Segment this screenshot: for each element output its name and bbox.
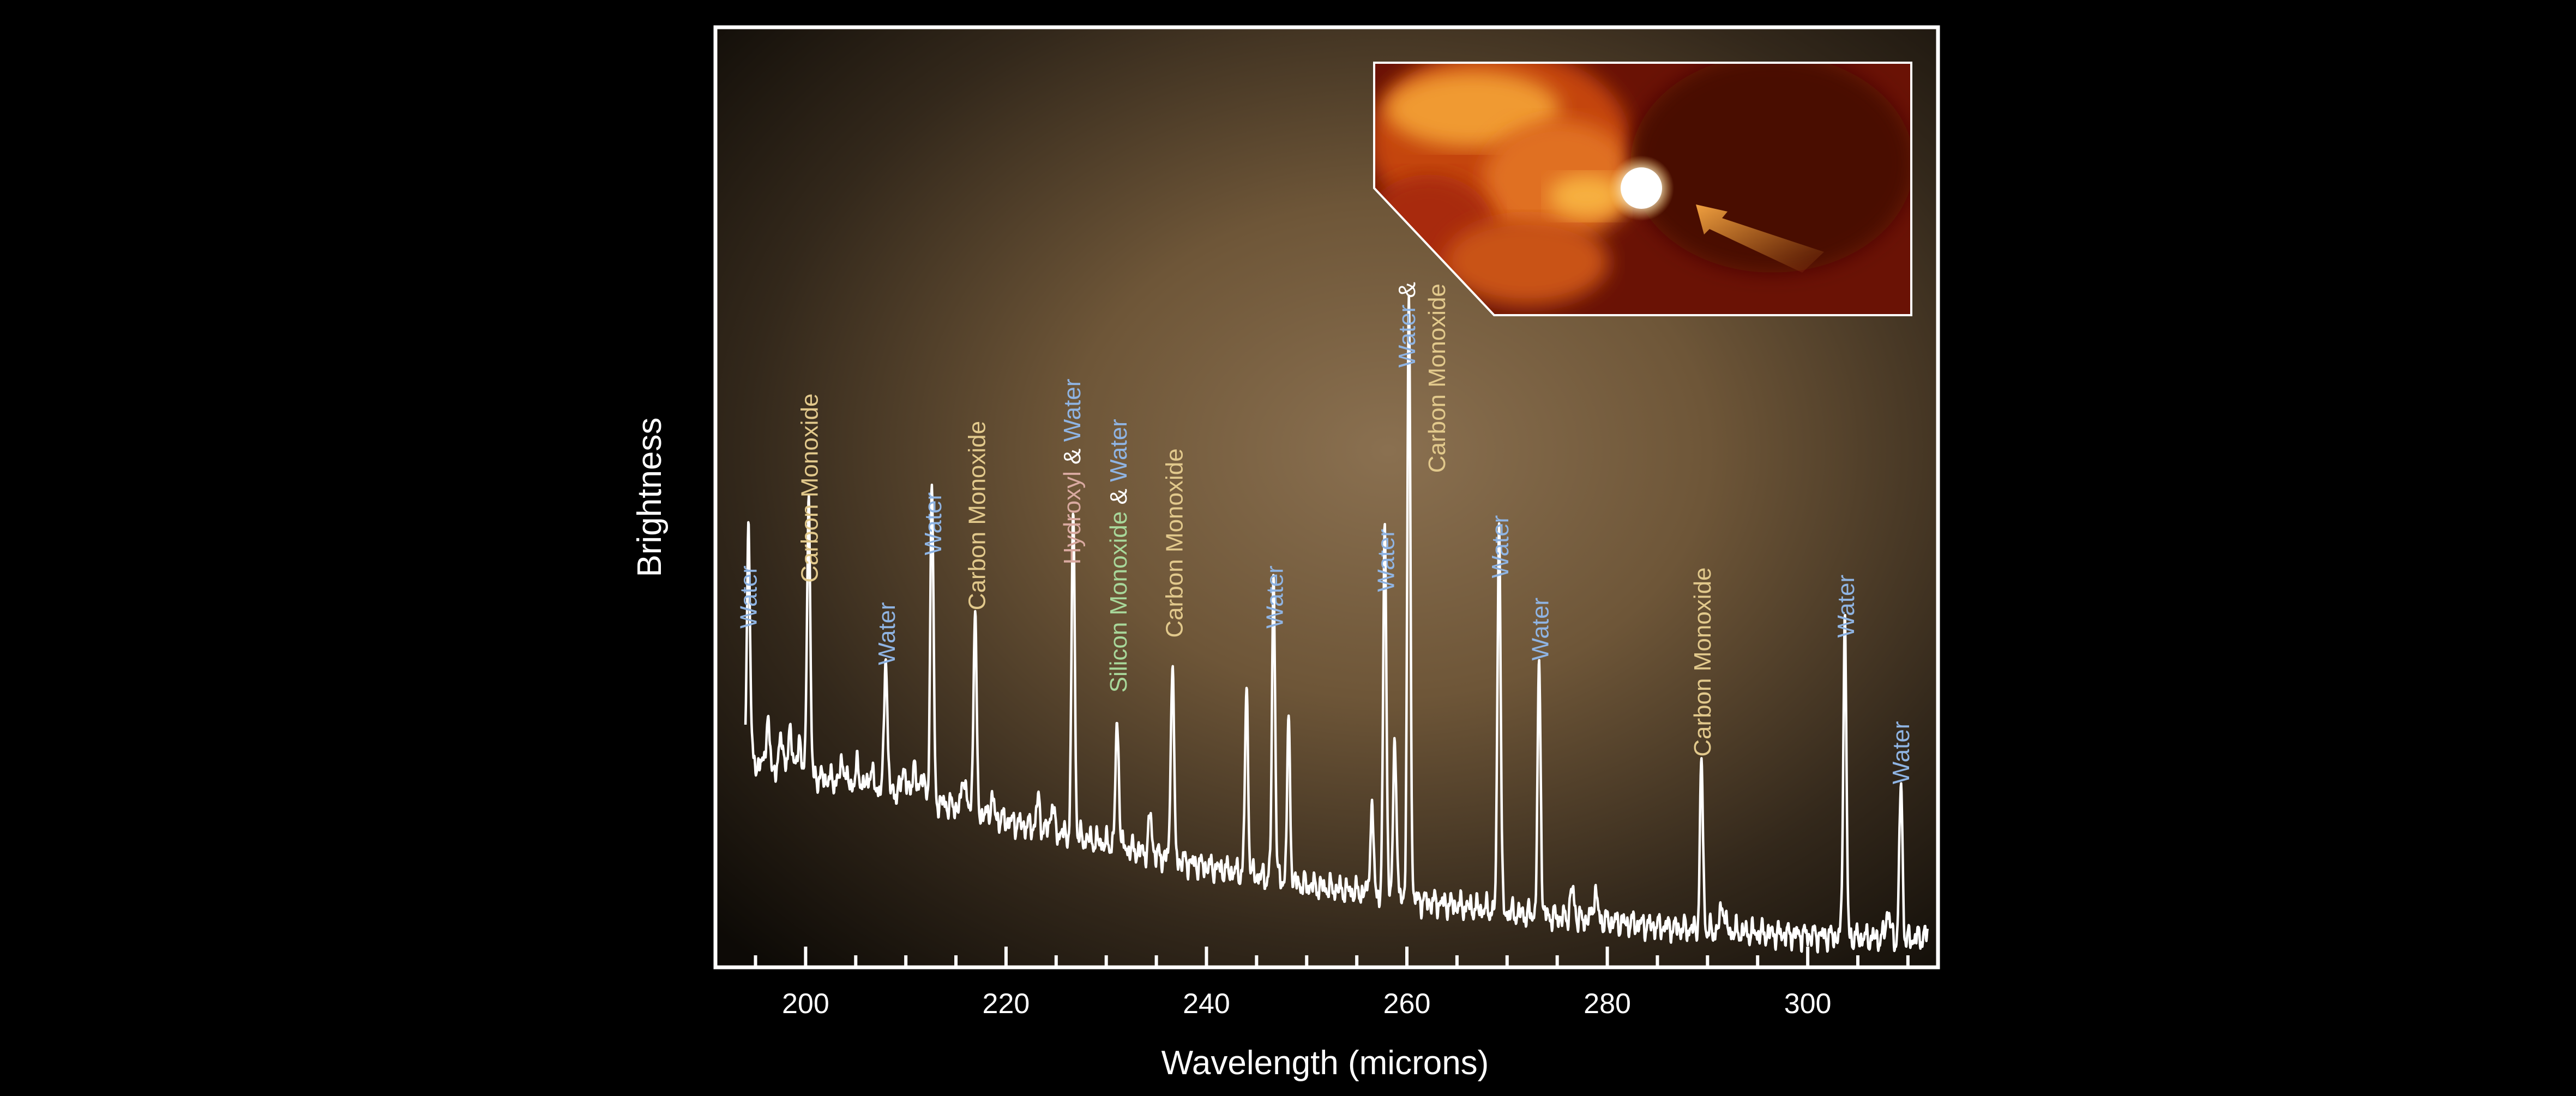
annotation-3: Water bbox=[920, 492, 947, 556]
annotation-1: Carbon Monoxide bbox=[797, 393, 823, 582]
annotation-5: Hydroxyl & Water bbox=[1059, 379, 1086, 565]
annotation-12: Water bbox=[1487, 515, 1514, 579]
x-axis-title: Wavelength (microns) bbox=[1161, 1044, 1489, 1082]
annotation-14: Carbon Monoxide bbox=[1689, 567, 1716, 756]
x-tick-label-240: 240 bbox=[1183, 988, 1230, 1020]
annotation-8: Water bbox=[1261, 565, 1288, 629]
annotation-16: Water bbox=[1888, 721, 1915, 784]
annotation-7: Carbon Monoxide bbox=[1161, 448, 1188, 637]
annotation-15: Water bbox=[1833, 575, 1859, 638]
x-axis-tick-labels: 200 220 240 260 280 300 bbox=[782, 988, 1831, 1020]
annotation-0: Water bbox=[736, 565, 762, 629]
annotation-10: Water & bbox=[1394, 282, 1421, 368]
annotation-13: Water bbox=[1527, 598, 1554, 661]
annotation-4: Carbon Monoxide bbox=[964, 421, 991, 610]
y-axis-title: Brightness bbox=[631, 418, 669, 577]
x-tick-label-200: 200 bbox=[782, 988, 829, 1020]
annotation-9: Water bbox=[1373, 529, 1399, 592]
annotation-11: Carbon Monoxide bbox=[1424, 284, 1450, 473]
annotation-2: Water bbox=[874, 602, 900, 665]
x-tick-label-220: 220 bbox=[983, 988, 1030, 1020]
annotation-6: Silicon Monoxide & Water bbox=[1105, 419, 1132, 692]
x-tick-label-300: 300 bbox=[1784, 988, 1832, 1020]
x-tick-label-260: 260 bbox=[1383, 988, 1431, 1020]
x-tick-label-280: 280 bbox=[1584, 988, 1631, 1020]
